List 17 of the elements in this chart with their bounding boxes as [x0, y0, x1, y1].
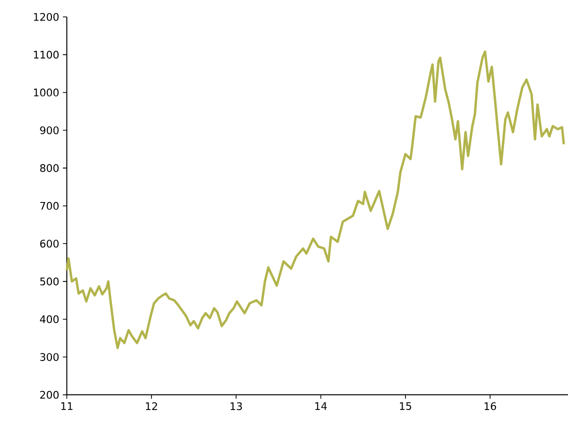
x-tick-label: 11	[61, 402, 72, 410]
y-tick-label: 200	[40, 391, 59, 399]
y-tick-label: 400	[40, 315, 59, 324]
y-tick-label: 800	[40, 164, 59, 172]
y-tick-label: 600	[40, 240, 59, 248]
x-tick-label: 13	[230, 402, 242, 410]
y-tick-label: 700	[40, 202, 59, 210]
y-tick-label: 900	[40, 126, 59, 134]
x-tick-label: 14	[315, 402, 327, 410]
y-tick-label: 1100	[34, 50, 59, 59]
x-tick-label: 12	[146, 402, 158, 410]
y-tick-label: 1000	[34, 88, 59, 97]
y-tick-label: 1200	[34, 13, 59, 21]
y-tick-label: 500	[40, 278, 59, 286]
y-tick-label: 300	[40, 353, 59, 362]
x-tick-label: 16	[484, 402, 496, 410]
x-tick-label: 15	[400, 402, 412, 410]
